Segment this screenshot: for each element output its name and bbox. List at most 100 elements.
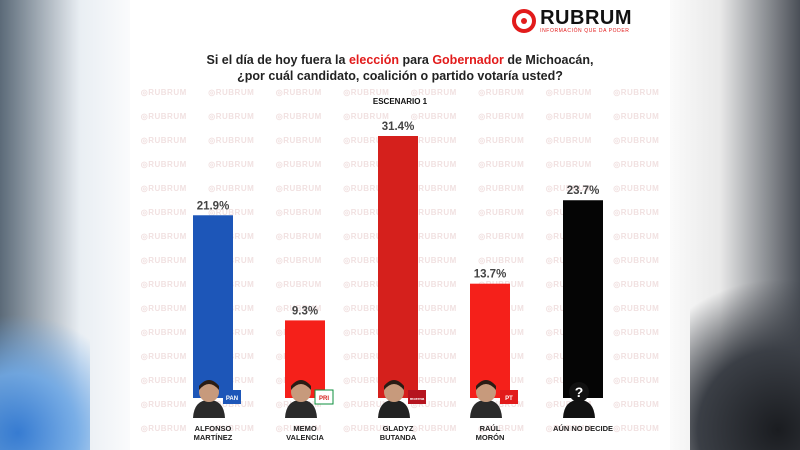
bar-3 [378, 136, 418, 398]
watermark-text: ◎RUBRUM [275, 303, 322, 313]
watermark-text: ◎RUBRUM [275, 135, 322, 145]
watermark-text: ◎RUBRUM [478, 111, 525, 121]
background-blur-right [690, 250, 800, 450]
watermark-text: ◎RUBRUM [613, 87, 660, 97]
bar-1 [193, 215, 233, 398]
watermark-text: ◎RUBRUM [140, 255, 187, 265]
pri-logo-icon: PRI [314, 389, 334, 405]
watermark-text: ◎RUBRUM [410, 183, 457, 193]
watermark-text: ◎RUBRUM [613, 375, 660, 385]
question-text: para [398, 53, 433, 67]
pt-verde-logo-icon: PT [500, 390, 518, 404]
watermark-text: ◎RUBRUM [275, 111, 322, 121]
watermark-text: ◎RUBRUM [275, 207, 322, 217]
watermark-text: ◎RUBRUM [410, 231, 457, 241]
watermark-text: ◎RUBRUM [140, 399, 187, 409]
svg-text:morena: morena [410, 396, 425, 401]
watermark-text: ◎RUBRUM [613, 279, 660, 289]
watermark-text: ◎RUBRUM [208, 183, 255, 193]
watermark-text: ◎RUBRUM [140, 279, 187, 289]
candidate-first-name: GLADYZ [382, 424, 414, 433]
watermark-text: ◎RUBRUM [343, 183, 390, 193]
watermark-text: ◎RUBRUM [343, 231, 390, 241]
watermark-text: ◎RUBRUM [410, 255, 457, 265]
watermark-text: ◎RUBRUM [343, 135, 390, 145]
watermark-text: ◎RUBRUM [613, 231, 660, 241]
candidate-name-label: RAÚL MORÓN [450, 424, 530, 442]
watermark-text: ◎RUBRUM [140, 327, 187, 337]
watermark-text: ◎RUBRUM [208, 207, 255, 217]
watermark-text: ◎RUBRUM [410, 135, 457, 145]
watermark-text: ◎RUBRUM [545, 135, 592, 145]
candidate-first-name: ALFONSO [194, 424, 232, 433]
watermark-text: ◎RUBRUM [208, 111, 255, 121]
watermark-text: ◎RUBRUM [275, 183, 322, 193]
watermark-text: ◎RUBRUM [545, 111, 592, 121]
brand-tagline: INFORMACIÓN QUE DA PODER [540, 28, 630, 34]
scenario-label: ESCENARIO 1 [372, 97, 428, 106]
watermark-text: ◎RUBRUM [140, 159, 187, 169]
watermark-text: ◎RUBRUM [140, 231, 187, 241]
watermark-text: ◎RUBRUM [208, 135, 255, 145]
watermark-text: ◎RUBRUM [343, 159, 390, 169]
watermark-text: ◎RUBRUM [410, 351, 457, 361]
candidate-photo [285, 380, 317, 418]
question-text: Si el día de hoy fuera la [206, 53, 349, 67]
watermark-text: ◎RUBRUM [275, 255, 322, 265]
watermark-text: ◎RUBRUM [140, 111, 187, 121]
watermark-text: ◎RUBRUM [275, 87, 322, 97]
brand-name: RUBRUM [540, 7, 632, 29]
watermark-text: ◎RUBRUM [208, 423, 255, 433]
bar-value-label: 21.9% [197, 200, 230, 212]
watermark-text: ◎RUBRUM [478, 231, 525, 241]
watermark-text: ◎RUBRUM [343, 399, 390, 409]
bar-chart: 21.9% PAN 9.3% PRI 31.4% morena 13.7% PT 23.7%? [193, 121, 603, 418]
poll-card: ◎RUBRUM ◎RUBRUM ◎RUBRUM ◎RUBRUM ◎RUBRUM ◎RUBR… [130, 0, 670, 450]
watermark-text: ◎RUBRUM [343, 111, 390, 121]
question-highlight-election: elección [348, 53, 399, 67]
candidate-first-name: MEMO [293, 424, 317, 433]
question-line-2: ¿por cuál candidato, coalición o partido… [237, 69, 563, 83]
candidate-name-label: GLADYZ BUTANDA [358, 424, 438, 442]
watermark-text: ◎RUBRUM [140, 351, 187, 361]
candidate-last-name: BUTANDA [379, 433, 417, 442]
watermark-text: ◎RUBRUM [275, 231, 322, 241]
svg-text:PAN: PAN [226, 396, 238, 402]
watermark-text: ◎RUBRUM [613, 111, 660, 121]
watermark-text: ◎RUBRUM [410, 87, 457, 97]
watermark-text: ◎RUBRUM [140, 87, 187, 97]
watermark-text: ◎RUBRUM [343, 279, 390, 289]
watermark-text: ◎RUBRUM [545, 183, 592, 193]
watermark-text: ◎RUBRUM [613, 351, 660, 361]
question-highlight-governor: Gobernador [432, 53, 504, 67]
watermark-text: ◎RUBRUM [140, 135, 187, 145]
watermark-text: ◎RUBRUM [613, 399, 660, 409]
candidate-name-label: MEMO VALENCIA [265, 424, 345, 442]
candidate-photo [193, 380, 225, 418]
svg-text:PT: PT [505, 396, 513, 402]
bar-value-label: 23.7% [567, 185, 600, 197]
watermark-text: ◎RUBRUM [478, 423, 525, 433]
bar-5 [563, 200, 603, 398]
watermark-text: ◎RUBRUM [343, 327, 390, 337]
watermark-text: ◎RUBRUM [140, 183, 187, 193]
background-blur-left [0, 280, 90, 450]
watermark-text: ◎RUBRUM [410, 159, 457, 169]
question-text: de Michoacán, [503, 53, 594, 67]
pan-logo-icon: PAN [223, 390, 241, 404]
watermark-text: ◎RUBRUM [343, 87, 390, 97]
candidate-last-name: VALENCIA [286, 433, 324, 442]
poll-question: Si el día de hoy fuera la elección para … [130, 52, 670, 84]
brand-logo: RUBRUM INFORMACIÓN QUE DA PODER [512, 8, 632, 34]
watermark-text: ◎RUBRUM [478, 207, 525, 217]
watermark-text: ◎RUBRUM [343, 207, 390, 217]
watermark-text: ◎RUBRUM [613, 423, 660, 433]
watermark-text: ◎RUBRUM [410, 279, 457, 289]
watermark-text: ◎RUBRUM [410, 303, 457, 313]
watermark-text: ◎RUBRUM [275, 159, 322, 169]
watermark-text: ◎RUBRUM [410, 375, 457, 385]
watermark-text: ◎RUBRUM [478, 87, 525, 97]
candidate-first-name: AÚN NO DECIDE [552, 424, 613, 433]
watermark-text: ◎RUBRUM [545, 423, 592, 433]
candidate-name-label: ALFONSO MARTÍNEZ [173, 424, 253, 442]
